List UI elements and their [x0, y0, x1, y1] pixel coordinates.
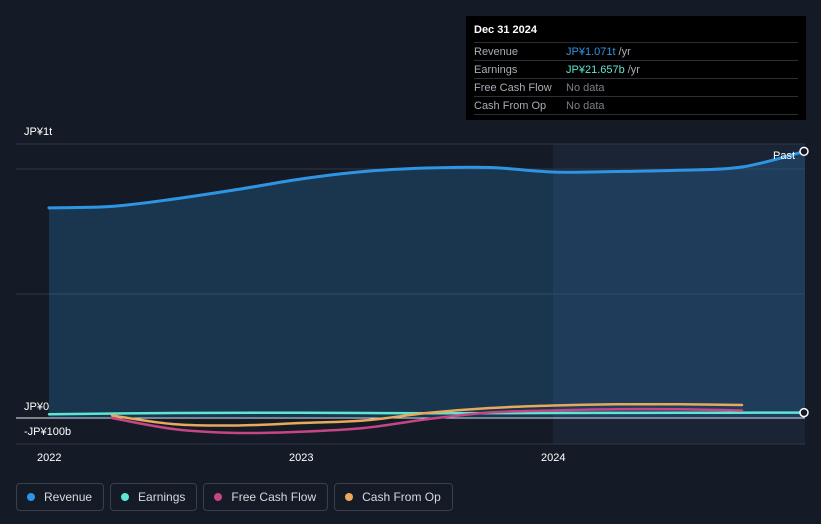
tooltip-value: No data [566, 81, 605, 94]
series-end-marker [799, 146, 809, 157]
y-tick-label-zero: JP¥0 [24, 401, 50, 413]
tooltip-row-cash-from-op: Cash From Op No data [474, 96, 798, 115]
tooltip-label: Free Cash Flow [474, 81, 552, 94]
tooltip-label: Cash From Op [474, 99, 547, 112]
tooltip-label: Earnings [474, 63, 518, 76]
series-line-free-cash-flow [110, 407, 744, 435]
data-tooltip: Dec 31 2024 Revenue JP¥1.071t /yr Earnin… [466, 16, 806, 120]
tooltip-date: Dec 31 2024 [474, 24, 537, 36]
series-line-cash-from-op [110, 402, 744, 427]
x-tick-label-2022: 2022 [37, 452, 62, 464]
legend-label: Cash From Op [362, 490, 441, 504]
past-label: Past [773, 150, 796, 162]
legend-label: Free Cash Flow [231, 490, 317, 504]
series-line-revenue [47, 149, 807, 210]
tooltip-value: JP¥1.071t [566, 45, 616, 58]
legend-dot-icon [121, 493, 130, 501]
legend-dot-icon [27, 493, 35, 501]
tooltip-value: No data [566, 99, 605, 112]
tooltip-row-earnings: Earnings JP¥21.657b /yr [474, 60, 798, 78]
legend-item-free-cash-flow[interactable]: Free Cash Flow [203, 483, 329, 511]
legend-item-cash-from-op[interactable]: Cash From Op [334, 483, 453, 511]
chart-legend: Revenue Earnings Free Cash Flow Cash Fro… [16, 483, 453, 511]
legend-dot-icon [214, 493, 223, 501]
y-tick-label-top: JP¥1t [24, 126, 53, 138]
tooltip-row-free-cash-flow: Free Cash Flow No data [474, 78, 798, 96]
legend-label: Revenue [44, 490, 93, 504]
tooltip-label: Revenue [474, 45, 519, 58]
tooltip-row-revenue: Revenue JP¥1.071t /yr [474, 42, 798, 60]
series-area-revenue [49, 151, 805, 419]
tooltip-unit: /yr [627, 63, 640, 76]
x-tick-label-2023: 2023 [289, 452, 314, 464]
legend-dot-icon [345, 493, 354, 501]
legend-label: Earnings [138, 490, 186, 504]
legend-item-earnings[interactable]: Earnings [110, 483, 198, 511]
y-tick-label-negative: -JP¥100b [24, 426, 72, 438]
legend-item-revenue[interactable]: Revenue [16, 483, 105, 511]
tooltip-value: JP¥21.657b [566, 63, 625, 76]
tooltip-unit: /yr [618, 45, 631, 58]
x-tick-label-2024: 2024 [541, 452, 566, 464]
series-end-marker [799, 407, 809, 418]
